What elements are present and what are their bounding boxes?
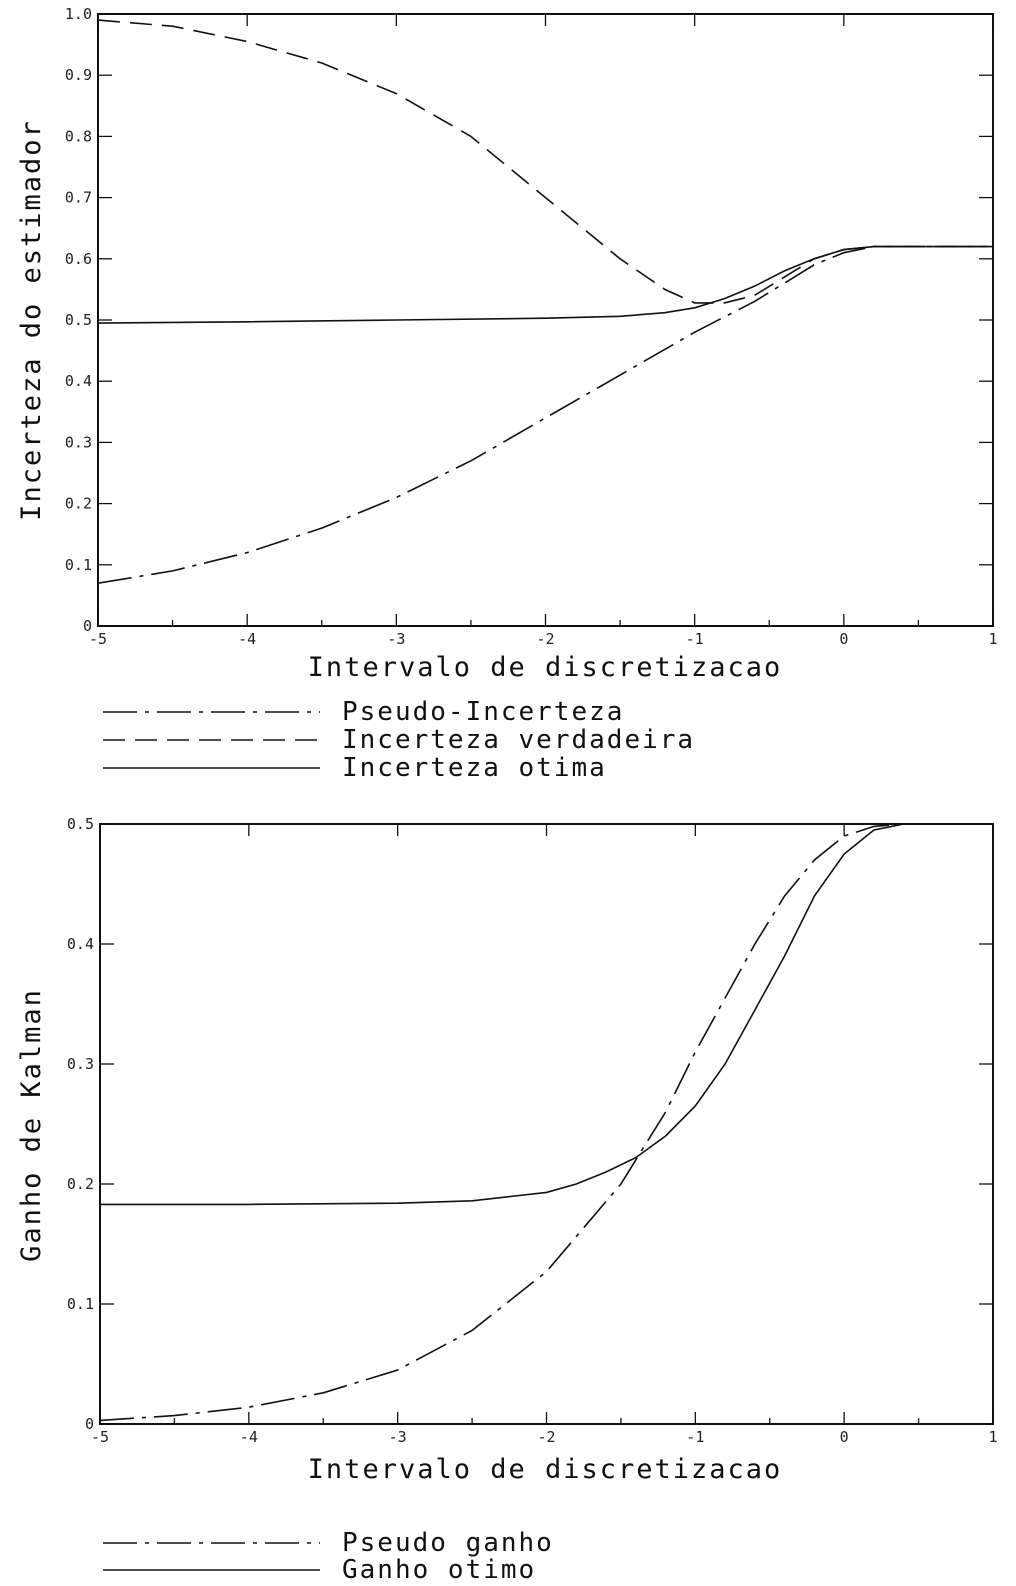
y-tick-label: 0.4 [67,935,94,953]
kalman-gain-chart: Ganho de Kalman Intervalo de discretizac… [16,815,998,1585]
x-tick-label: -1 [686,1428,704,1446]
y-tick-label: 1.0 [65,5,92,23]
x-tick-label: -2 [537,1428,555,1446]
y-axis-title: Incerteza do estimador [16,119,47,521]
y-tick-label: 0.2 [65,495,92,513]
series-line-incerteza-verdadeira [97,19,993,304]
plot-frame [97,13,994,627]
y-tick-label: 0.3 [67,1055,94,1073]
y-tick-label: 0.9 [65,66,92,84]
legend-label-incerteza-otima: Incerteza otima [342,753,607,783]
x-tick-label: -4 [238,630,256,648]
x-tick-label: -3 [387,630,405,648]
legend: Pseudo-Incerteza Incerteza verdadeira In… [103,697,695,783]
y-tick-label: 0.5 [67,815,94,833]
series-line-ganho-otimo [100,823,993,1206]
y-tick-label: 0.4 [65,372,92,390]
y-tick-label: 0 [85,1415,94,1433]
x-tick-label: -2 [536,630,554,648]
uncertainty-chart: Incerteza do estimador Intervalo de disc… [16,5,998,783]
x-axis-title: Intervalo de discretizacao [308,652,783,683]
x-tick-label: 0 [839,630,848,648]
y-tick-label: 0 [83,617,92,635]
legend-label-pseudo-incerteza: Pseudo-Incerteza [342,697,624,727]
legend-label-ganho-otimo: Ganho otimo [342,1555,536,1585]
series-line-pseudo-ganho [99,823,993,1422]
x-tick-label: 1 [988,1428,997,1446]
x-tick-label: -3 [389,1428,407,1446]
x-tick-label: -4 [240,1428,258,1446]
y-tick-label: 0.2 [67,1175,94,1193]
y-tick-label: 0.8 [65,127,92,145]
x-tick-label: 1 [988,630,997,648]
y-tick-label: 0.1 [65,556,92,574]
y-axis-title: Ganho de Kalman [16,988,47,1262]
series-line-incerteza-otima [97,245,993,324]
x-tick-label: -5 [91,1428,109,1446]
y-tick-label: 0.7 [65,189,92,207]
legend-label-pseudo-ganho: Pseudo ganho [342,1528,554,1558]
x-axis-title: Intervalo de discretizacao [308,1454,783,1485]
y-tick-label: 0.6 [65,250,92,268]
x-tick-label: 0 [840,1428,849,1446]
x-tick-label: -1 [686,630,704,648]
plot-frame [99,823,994,1425]
legend-label-incerteza-verdadeira: Incerteza verdadeira [342,725,695,755]
series-line-pseudo-incerteza [97,245,993,584]
x-tick-label: -5 [89,630,107,648]
y-tick-label: 0.1 [67,1295,94,1313]
y-tick-label: 0.3 [65,433,92,451]
legend: Pseudo ganho Ganho otimo [103,1528,554,1585]
y-tick-label: 0.5 [65,311,92,329]
